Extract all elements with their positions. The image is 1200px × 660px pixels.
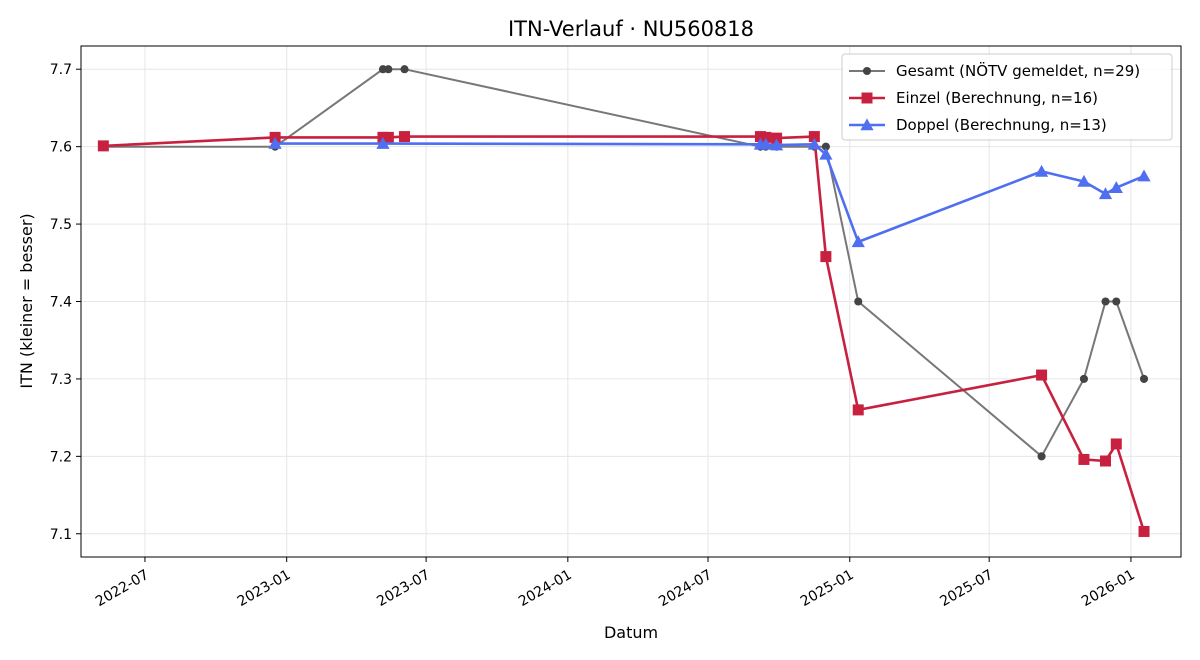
data-point: [854, 297, 863, 306]
series-triangle: [268, 136, 1151, 248]
data-point: [1139, 374, 1149, 383]
data-point: [820, 251, 832, 263]
data-point: [97, 140, 109, 152]
data-point: [852, 404, 864, 416]
data-point: [1077, 174, 1091, 187]
data-point: [1034, 164, 1049, 177]
series-layer: [97, 65, 1151, 537]
data-point: [771, 132, 783, 144]
data-point: [851, 235, 865, 248]
data-point: [382, 131, 394, 143]
data-point: [759, 137, 773, 150]
data-point: [1037, 452, 1046, 461]
legend-label: Gesamt (NÖTV gemeldet, n=29): [896, 61, 1140, 80]
data-point: [400, 65, 409, 74]
data-point: [384, 65, 393, 74]
data-point: [1138, 525, 1150, 537]
data-point: [1110, 438, 1122, 450]
data-point: [819, 147, 833, 160]
legend-swatch-marker: [861, 92, 873, 104]
data-point: [1100, 455, 1112, 467]
data-point: [1112, 297, 1121, 306]
data-point: [1137, 169, 1151, 182]
data-point: [268, 136, 282, 149]
data-point: [1101, 297, 1110, 306]
legend-label: Einzel (Berechnung, n=16): [896, 89, 1098, 107]
data-point: [376, 136, 390, 149]
data-point: [399, 131, 411, 143]
data-point: [760, 131, 772, 143]
y-tick-label: 7.2: [50, 449, 72, 465]
y-tick-label: 7.3: [50, 372, 72, 388]
y-axis-label: ITN (kleiner = besser): [17, 213, 36, 388]
legend-label: Doppel (Berechnung, n=13): [896, 116, 1107, 134]
y-tick-label: 7.5: [50, 217, 72, 233]
data-point: [821, 142, 830, 151]
data-point: [1109, 181, 1123, 193]
legend: Gesamt (NÖTV gemeldet, n=29) Einzel (Bere…: [841, 53, 1173, 141]
y-axis: 7.1 7.2 7.3 7.4 7.5 7.6 7.7: [50, 62, 81, 543]
y-tick-label: 7.7: [50, 62, 72, 78]
data-point: [1036, 369, 1048, 381]
legend-swatch-marker: [862, 66, 872, 76]
data-point: [808, 131, 820, 143]
y-tick-label: 7.1: [50, 527, 72, 543]
chart-title: ITN-Verlauf · NU560818: [508, 17, 754, 41]
y-tick-label: 7.6: [50, 140, 72, 156]
data-point: [1079, 374, 1088, 383]
data-point: [807, 137, 821, 150]
x-axis-label: Datum: [604, 623, 658, 642]
legend-box: [841, 53, 1173, 141]
data-point: [1078, 453, 1090, 465]
data-point: [1098, 187, 1113, 200]
data-point: [769, 138, 784, 151]
legend-swatch-marker: [860, 118, 874, 131]
y-tick-label: 7.4: [50, 295, 72, 311]
